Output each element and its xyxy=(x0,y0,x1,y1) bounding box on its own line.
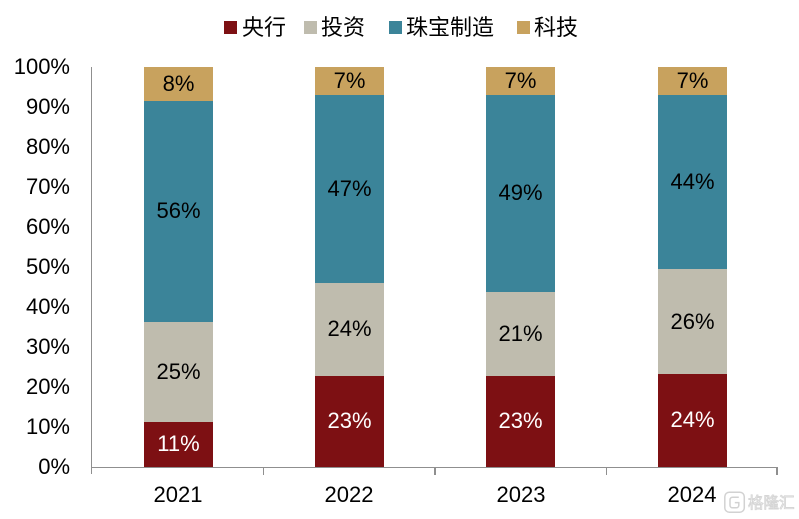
svg-text:格隆汇: 格隆汇 xyxy=(748,494,795,512)
